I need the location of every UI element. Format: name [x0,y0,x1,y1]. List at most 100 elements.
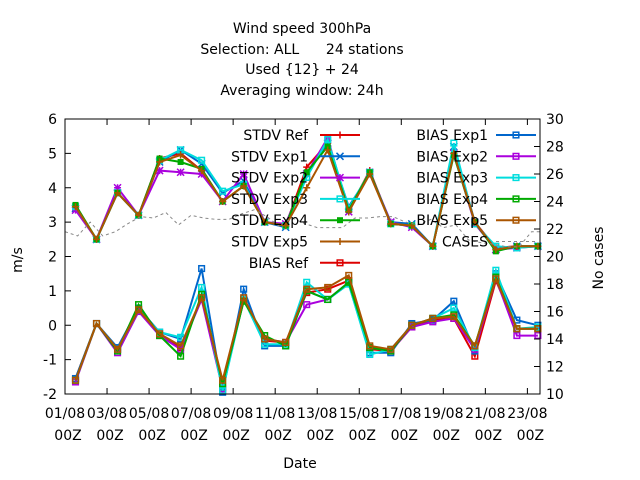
legend-label: STDV Exp1 [231,149,308,165]
legend-label: STDV Exp3 [231,192,308,208]
legend-marker [336,259,344,267]
data-point [113,183,122,192]
data-point [240,294,248,302]
y-axis-label: m/s [10,247,26,273]
series-stdv-exp5 [72,146,542,254]
data-point [113,345,122,353]
data-point [387,345,395,353]
data-point [324,295,332,304]
data-point [366,350,374,359]
y2-tick-label: 26 [546,167,564,183]
data-point [261,335,269,343]
y-tick-label: 4 [48,181,57,197]
data-point [177,151,185,159]
x-tick-date: 13/08 [297,406,337,422]
data-point [471,342,479,350]
data-point [282,222,290,230]
x-tick-date: 07/08 [171,406,211,422]
y2-tick-label: 16 [546,305,564,321]
data-point [513,325,521,333]
data-point [345,271,353,279]
data-point [198,294,206,302]
legend-label: STDV Exp2 [231,171,308,187]
legend-marker [335,152,345,161]
x-tick-hour: 00Z [222,428,249,444]
series-line [74,275,538,390]
series-line [74,273,538,381]
y2-axis-label: No cases [591,227,607,290]
legend-marker [512,152,520,160]
data-point [177,342,185,350]
y-tick-label: -2 [43,387,57,403]
legend-marker [336,131,344,139]
y2-tick-label: 12 [546,360,564,376]
legend-item: STDV Exp4 [231,213,360,229]
data-point [303,169,310,176]
data-point [450,304,458,312]
data-point [198,167,206,175]
data-point [239,169,248,179]
x-tick-hour: 00Z [517,428,544,444]
data-point [155,166,164,175]
data-point [345,208,353,216]
data-point [303,285,311,293]
y2-tick-label: 30 [546,112,564,128]
legend-item: STDV Ref [243,128,360,144]
data-point [198,283,206,291]
data-point [156,158,164,166]
y-tick-label: 2 [48,250,57,266]
y-tick-label: 1 [48,284,57,300]
data-point [429,242,437,250]
legend-item: BIAS Ref [249,256,360,272]
legend: STDV Ref STDV Exp1 STDV Exp2 STDV Exp3 STDV … [231,128,536,272]
x-tick-hour: 00Z [180,428,207,444]
y2-tick-label: 28 [546,140,564,156]
x-tick-date: 21/08 [465,406,505,422]
data-point [156,330,164,338]
x-tick-date: 11/08 [255,406,295,422]
y2-tick-label: 24 [546,195,564,211]
data-point [219,187,227,195]
data-point [114,189,122,197]
y-tick-label: 5 [48,146,57,162]
data-point [450,139,458,147]
data-point [177,352,185,360]
x-tick-date: 09/08 [213,406,253,422]
title-line-3: Used {12} + 24 [245,62,359,78]
data-point [408,321,416,329]
legend-label: BIAS Ref [249,256,309,272]
x-tick-date: 17/08 [381,406,421,422]
series-bias-ref [71,277,542,391]
data-point [471,218,479,226]
data-point [324,146,332,154]
legend-item: BIAS Exp1 [416,128,536,144]
data-point [198,264,206,273]
data-point [282,338,290,346]
legend-label: STDV Exp5 [231,235,308,251]
data-point [387,220,395,228]
series-bias-exp5 [71,271,542,384]
axis-ticks: -2-10123456101214161820222426283001/0800… [43,112,564,444]
y2-tick-label: 22 [546,222,564,238]
data-point [366,170,374,178]
legend-label: BIAS Exp2 [416,149,488,165]
x-tick-hour: 00Z [138,428,165,444]
x-tick-hour: 00Z [433,428,460,444]
data-point [261,218,269,226]
legend-label: BIAS Exp4 [416,192,488,208]
x-axis-label: Date [283,456,316,472]
y2-tick-label: 14 [546,332,564,348]
x-tick-hour: 00Z [475,428,502,444]
x-tick-date: 01/08 [45,406,85,422]
data-point [219,198,227,205]
data-point [303,184,311,192]
y-tick-label: 3 [48,215,57,231]
legend-item: STDV Exp5 [231,235,360,251]
y2-tick-label: 10 [546,387,564,403]
chart-title: Wind speed 300hPa Selection: ALL 24 stat… [200,21,403,99]
data-point [366,342,374,350]
x-tick-hour: 00Z [307,428,334,444]
legend-marker [512,131,520,139]
y2-tick-label: 18 [546,277,564,293]
